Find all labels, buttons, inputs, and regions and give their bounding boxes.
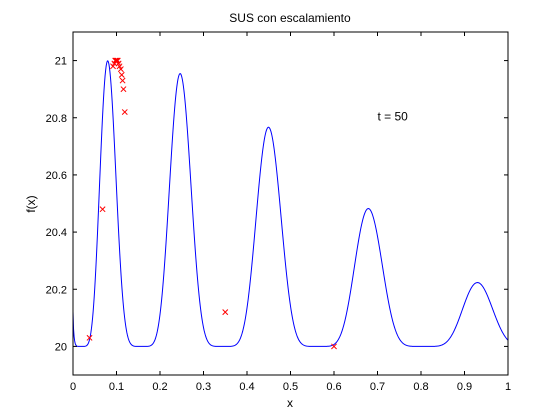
x-tick-label: 0.7 [370,381,385,393]
x-tick-label: 0 [70,381,76,393]
y-tick-label: 20.6 [46,170,67,182]
x-axis-label: x [287,396,293,410]
marker-layer [86,57,337,350]
time-annotation: t = 50 [378,110,409,124]
y-axis-label: f(x) [24,195,38,212]
x-tick-label: 0.6 [326,381,341,393]
marker-point [117,66,124,73]
x-tick-label: 1 [505,381,511,393]
curve-layer [72,60,509,347]
y-axis: 20 20.2 20.4 20.6 20.8 21 [46,56,508,353]
series-curve [72,60,509,347]
x-tick-label: 0.8 [413,381,428,393]
y-tick-label: 20.8 [46,113,67,125]
y-tick-label: 20.4 [46,227,67,239]
x-axis: 0 0.1 0.2 0.3 0.4 0.5 0.6 0.7 0.8 0.9 1 [70,32,511,393]
x-tick-label: 0.5 [283,381,298,393]
marker-point [86,334,93,341]
marker-point [120,86,127,93]
x-tick-label: 0.9 [457,381,472,393]
x-tick-label: 0.1 [109,381,124,393]
marker-point [121,109,128,115]
x-tick-label: 0.3 [196,381,211,393]
x-tick-label: 0.4 [239,381,254,393]
marker-point [113,57,120,64]
y-tick-label: 21 [55,56,67,68]
marker-point [119,77,126,84]
marker-point [99,206,106,213]
y-tick-label: 20 [55,341,67,353]
marker-point [222,309,229,316]
y-tick-label: 20.2 [46,284,67,296]
chart-title: SUS con escalamiento [229,11,351,25]
marker-point [331,343,337,350]
x-tick-label: 0.2 [152,381,167,393]
marker-point [118,71,125,78]
plot-area [73,32,508,375]
